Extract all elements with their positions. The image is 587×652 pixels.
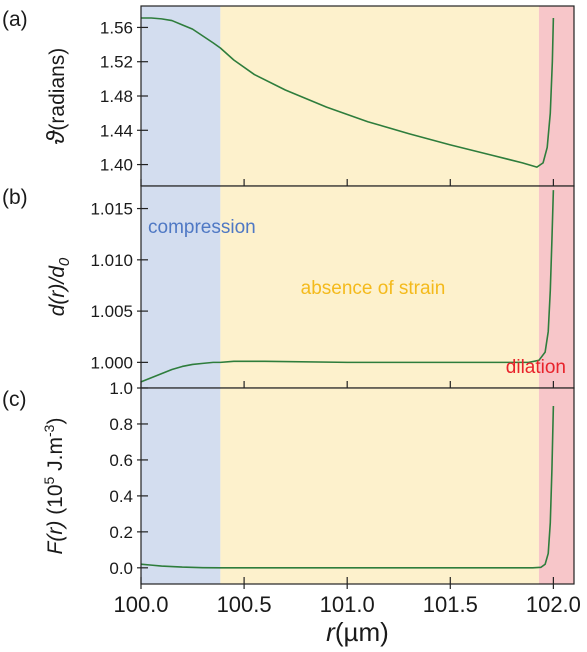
- y-axis-label: d(r)/d0: [46, 257, 73, 316]
- region-absence-panel-1: [220, 6, 539, 186]
- y-axis-label-sup2: -3: [41, 424, 57, 437]
- x-axis-label: r(µm): [326, 617, 389, 647]
- data-line-panel-3: [140, 405, 555, 569]
- y-tick-label: 1.005: [90, 302, 133, 321]
- x-axis-label-unit: (µm): [335, 617, 389, 647]
- region-absence-panel-2: [220, 186, 539, 388]
- y-axis-label-symbol: F(r): [44, 521, 67, 555]
- region-label-absence-of-strain: absence of strain: [301, 278, 446, 299]
- y-tick-label: 0.4: [109, 487, 133, 506]
- panel-1: 1.40 1.44 1.48 1.52 1.56 (a) ϑ(radians): [2, 5, 575, 187]
- region-compression-panel-1: [141, 6, 221, 186]
- y-tick-label: 0.6: [109, 451, 133, 470]
- panel-label: (b): [2, 186, 28, 209]
- y-axis-label-unit-c: ): [44, 418, 67, 425]
- x-tick-label: 100.5: [217, 592, 272, 617]
- x-axis-label-var: r: [326, 617, 336, 647]
- y-axis-label-symbol: d(r)/d: [46, 265, 69, 316]
- y-axis-label: ϑ(radians): [42, 48, 70, 145]
- x-tick-label: 102.0: [526, 592, 581, 617]
- region-compression-panel-2: [141, 186, 221, 388]
- y-tick-label: 1.015: [90, 200, 133, 219]
- y-tick-label: 1.40: [100, 156, 133, 175]
- y-tick-label: 1.52: [100, 53, 133, 72]
- y-tick-label: 1.56: [100, 18, 133, 37]
- y-tick-label: 1.0: [109, 379, 133, 398]
- x-tick-label: 101.5: [423, 592, 478, 617]
- panel-3: 0.0 0.2 0.4 0.6 0.8 1.0 (c) F(r) (105 J.m-3): [2, 379, 575, 589]
- data-line-panel-1: [141, 17, 555, 168]
- y-tick-label: 1.48: [100, 87, 133, 106]
- y-tick-label: 1.000: [90, 353, 133, 372]
- region-label-dilation: dilation: [506, 357, 566, 378]
- y-tick-label: 0.0: [109, 559, 133, 578]
- y-tick-label: 1.010: [90, 251, 133, 270]
- y-tick-label: 0.2: [109, 523, 133, 542]
- y-axis-label-sup: 5: [41, 476, 57, 484]
- region-label-compression: compression: [148, 217, 256, 238]
- y-axis-label-unit-a: (10: [44, 484, 67, 520]
- y-tick-label: 1.44: [100, 121, 133, 140]
- y-axis-label-unit: (radians): [46, 48, 69, 131]
- x-tick-label: 100.0: [113, 592, 168, 617]
- y-axis-label: F(r) (105 J.m-3): [41, 418, 67, 555]
- plot-frame-panel-3: [140, 387, 575, 585]
- y-axis-label-subscript: 0: [56, 257, 73, 266]
- panel-label: (a): [2, 8, 28, 31]
- region-dilation-panel-3: [538, 388, 574, 584]
- y-axis-label-symbol: ϑ: [42, 129, 70, 144]
- x-tick-label: 101.0: [320, 592, 375, 617]
- region-compression-panel-3: [141, 388, 221, 584]
- data-line-panel-2: [140, 190, 555, 383]
- region-absence-panel-3: [220, 388, 539, 584]
- region-dilation-panel-2: [538, 186, 574, 388]
- y-tick-label: 0.8: [109, 415, 133, 434]
- panel-label: (c): [2, 388, 27, 411]
- y-axis-label-unit-b: J.m: [44, 437, 67, 477]
- panel-2: 1.000 1.005 1.010 1.015 (b) d(r)/d0: [2, 185, 575, 389]
